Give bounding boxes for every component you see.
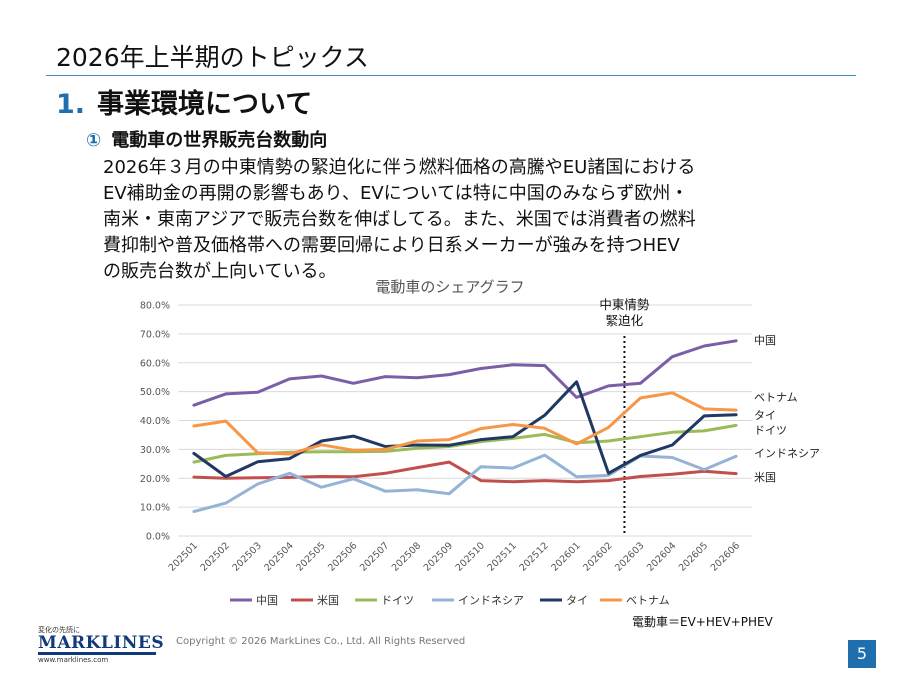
y-tick-label: 70.0%	[140, 329, 170, 340]
series-line-0	[192, 339, 738, 407]
x-tick-label: 202510	[454, 540, 487, 573]
series-line-3	[192, 453, 738, 513]
y-tick-label: 50.0%	[140, 387, 170, 398]
series-end-label: 中国	[754, 334, 776, 347]
y-tick-label: 0.0%	[146, 532, 170, 543]
x-tick-label: 202508	[390, 540, 423, 573]
series-line-5	[192, 391, 738, 456]
series-end-label: ドイツ	[754, 424, 787, 437]
legend-label: ドイツ	[381, 594, 414, 607]
chart-title: 電動車のシェアグラフ	[375, 278, 524, 296]
x-tick-label: 202501	[167, 540, 200, 573]
y-tick-label: 20.0%	[140, 474, 170, 485]
x-tick-label: 202507	[358, 540, 391, 573]
series-end-label: インドネシア	[754, 447, 820, 460]
logo-url: www.marklines.com	[38, 656, 109, 664]
title-divider	[46, 75, 856, 76]
annotation-label: 中東情勢	[599, 297, 650, 312]
series-end-label: 米国	[754, 471, 776, 484]
subsection-title: 電動車の世界販売台数動向	[111, 130, 328, 151]
body-line: 2026年３月の中東情勢の緊迫化に伴う燃料価格の高騰やEU諸国における	[103, 157, 696, 178]
series-line-4	[192, 380, 738, 478]
copyright-text: Copyright © 2026 MarkLines Co., Ltd. All…	[176, 636, 466, 647]
body-line: 南米・東南アジアで販売台数を伸ばしてる。また、米国では消費者の燃料	[103, 209, 696, 230]
y-tick-label: 40.0%	[140, 416, 170, 427]
legend-label: インドネシア	[458, 594, 524, 607]
body-line: EV補助金の再開の影響もあり、EVについては特に中国のみならず欧州・	[103, 183, 689, 204]
series-line-1	[192, 460, 738, 484]
x-tick-label: 202511	[486, 540, 519, 573]
definition-note: 電動車＝EV+HEV+PHEV	[632, 615, 774, 629]
x-tick-label: 202603	[613, 540, 646, 573]
logo-name: MARKLINES	[38, 633, 165, 655]
x-tick-label: 202512	[517, 540, 550, 573]
subsection-heading: ① 電動車の世界販売台数動向	[86, 126, 327, 152]
x-tick-label: 202602	[581, 540, 614, 573]
x-tick-label: 202509	[422, 540, 455, 573]
x-tick-label: 202504	[262, 540, 295, 573]
series-end-label: ベトナム	[754, 391, 798, 404]
body-line: 費抑制や普及価格帯への需要回帰により日系メーカーが強みを持つHEV	[103, 235, 680, 256]
logo-tagline: 変化の先読に	[38, 626, 80, 634]
y-tick-label: 80.0%	[140, 301, 170, 312]
legend-label: ベトナム	[626, 594, 670, 607]
body-line: の販売台数が上向いている。	[103, 261, 337, 282]
marklines-logo: 変化の先読に MARKLINES www.marklines.com	[38, 625, 165, 664]
slide-title: 2026年上半期のトピックス	[56, 43, 369, 72]
x-tick-label: 202502	[199, 540, 232, 573]
subsection-marker: ①	[86, 130, 102, 151]
x-tick-label: 202606	[709, 540, 742, 573]
legend-label: 米国	[317, 594, 339, 607]
legend-label: タイ	[566, 594, 588, 607]
x-tick-label: 202605	[677, 540, 710, 573]
section-title: 事業環境について	[97, 89, 313, 120]
x-tick-label: 202505	[294, 540, 327, 573]
legend-label: 中国	[256, 594, 278, 607]
y-tick-label: 60.0%	[140, 358, 170, 369]
x-tick-label: 202601	[549, 540, 582, 573]
page-number: 5	[848, 640, 876, 668]
x-tick-label: 202506	[326, 540, 359, 573]
annotation-label: 緊迫化	[606, 313, 644, 328]
series-end-label: タイ	[754, 409, 776, 422]
y-tick-label: 10.0%	[140, 503, 170, 514]
y-tick-label: 30.0%	[140, 445, 170, 456]
body-paragraph: 2026年３月の中東情勢の緊迫化に伴う燃料価格の高騰やEU諸国における EV補助…	[103, 155, 818, 285]
x-tick-label: 202604	[645, 540, 678, 573]
x-tick-label: 202503	[230, 540, 263, 573]
section-number: 1.	[56, 89, 86, 120]
section-heading: 1. 事業環境について	[56, 82, 312, 121]
